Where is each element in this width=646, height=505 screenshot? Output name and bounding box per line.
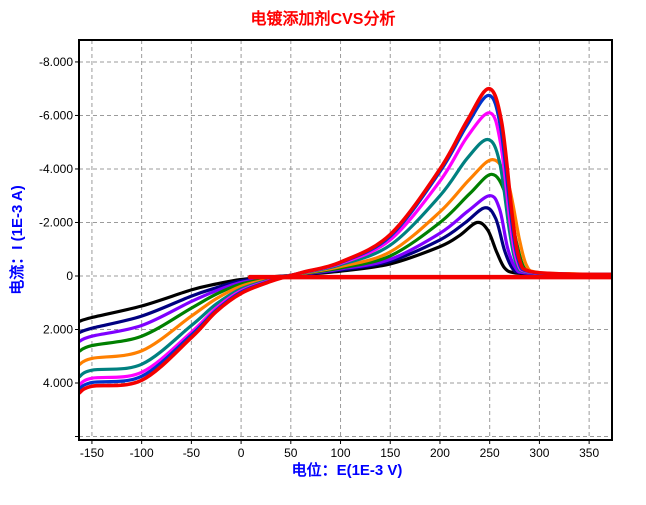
gridlines: [79, 40, 612, 440]
cv-curves: [79, 86, 612, 395]
curve-black: [79, 220, 612, 324]
x-tick-label: 100: [331, 446, 351, 460]
y-tick-label: -2.000: [39, 215, 73, 229]
y-tick-label: -8.000: [39, 55, 73, 69]
curve-purple: [79, 194, 612, 344]
y-tick-label: 4.000: [43, 376, 73, 390]
x-tick-label: 350: [579, 446, 599, 460]
curve-red: [79, 86, 612, 395]
x-tick-label: 250: [480, 446, 500, 460]
curve-navy: [79, 206, 612, 335]
y-tick-label: 0: [66, 269, 73, 283]
y-axis-label: 电流：I (1E-3 A): [8, 185, 26, 294]
curve-magenta: [79, 111, 612, 387]
axis-ticks: -150 -100 -50 0 50 100 150 200 250 300 350 -8.000 -6…: [39, 55, 599, 460]
curve-blue: [79, 93, 612, 391]
plot-border: [78, 39, 613, 441]
x-tick-label: 200: [430, 446, 450, 460]
x-tick-label: 300: [529, 446, 549, 460]
y-tick-label: -6.000: [39, 108, 73, 122]
x-tick-label: -100: [130, 446, 154, 460]
x-tick-label: -150: [80, 446, 104, 460]
y-tick-label: 2.000: [43, 322, 73, 336]
x-tick-label: -50: [183, 446, 201, 460]
x-tick-label: 150: [380, 446, 400, 460]
x-axis-label: 电位：E(1E-3 V): [292, 461, 403, 479]
x-tick-label: 50: [284, 446, 298, 460]
x-tick-label: 0: [238, 446, 245, 460]
curve-orange: [79, 158, 612, 367]
chart-title: 电镀添加剂CVS分析: [251, 9, 396, 28]
y-tick-label: -4.000: [39, 162, 73, 176]
